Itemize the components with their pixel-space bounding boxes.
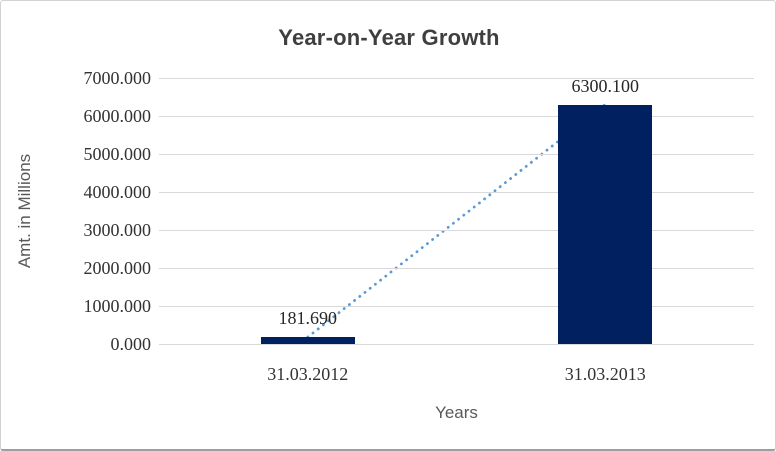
bar (558, 104, 653, 344)
chart-title: Year-on-Year Growth (278, 25, 500, 50)
gridline (159, 116, 754, 117)
x-axis-title: Years (435, 403, 478, 422)
gridline (159, 192, 754, 193)
y-tick-label: 3000.000 (83, 220, 152, 240)
y-tick-label: 0.000 (110, 334, 152, 354)
bar-data-label: 181.690 (278, 308, 338, 329)
y-tick-label: 6000.000 (83, 106, 152, 126)
x-category-label: 31.03.2013 (564, 364, 646, 384)
y-tick-label: 1000.000 (83, 296, 152, 316)
gridline (159, 230, 754, 231)
y-tick-label: 5000.000 (83, 144, 152, 164)
y-tick-label: 7000.000 (83, 68, 152, 88)
bar-data-label: 6300.100 (571, 75, 640, 96)
gridline (159, 154, 754, 155)
gridline (159, 268, 754, 269)
gridline (159, 78, 754, 79)
x-category-label: 31.03.2012 (267, 364, 349, 384)
y-tick-label: 4000.000 (83, 182, 152, 202)
gridline (159, 306, 754, 307)
bar (260, 337, 355, 344)
gridline (159, 344, 754, 345)
y-tick-label: 2000.000 (83, 258, 152, 278)
